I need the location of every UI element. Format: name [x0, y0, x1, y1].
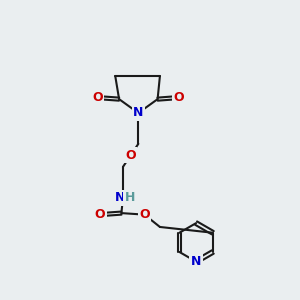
Text: O: O: [173, 91, 184, 104]
Text: O: O: [139, 208, 150, 221]
Text: N: N: [191, 255, 201, 268]
Text: O: O: [125, 149, 136, 162]
Text: N: N: [115, 191, 125, 204]
Text: H: H: [125, 191, 135, 204]
Text: O: O: [94, 208, 105, 221]
Text: N: N: [133, 106, 143, 119]
Text: O: O: [92, 91, 103, 104]
